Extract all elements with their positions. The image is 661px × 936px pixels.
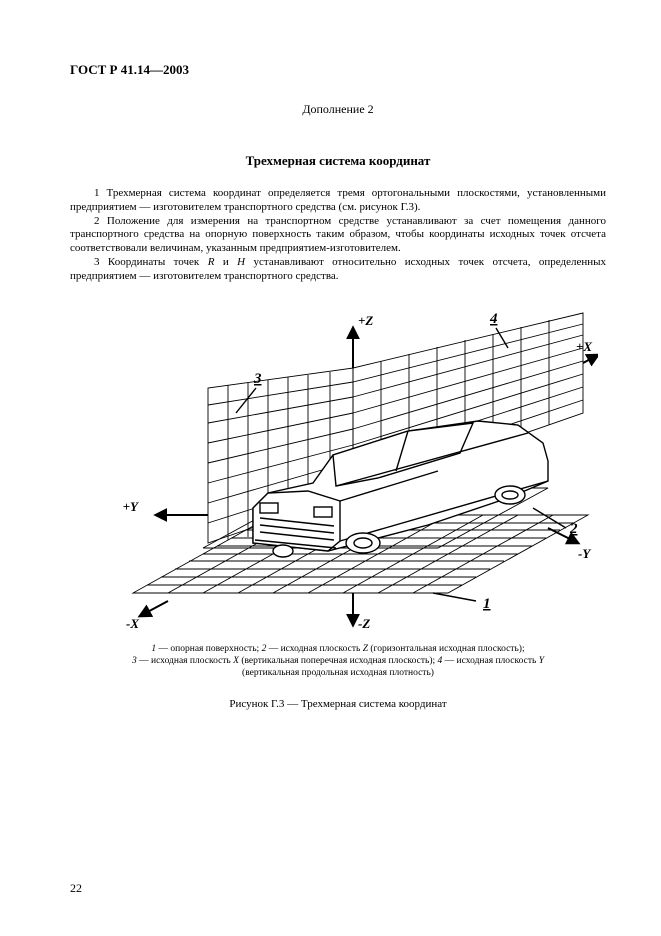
leg1d: — исходная плоскость	[266, 644, 362, 654]
supplement-heading: Дополнение 2	[70, 102, 606, 117]
axis-plus-x: +X	[576, 339, 592, 354]
axis-minus-y: -Y	[578, 546, 591, 561]
leg3: (вертикальная продольная исходная плотно…	[242, 668, 434, 678]
section-title: Трехмерная система координат	[70, 153, 606, 169]
callout-3: 3	[253, 371, 262, 387]
callout-4: 4	[489, 311, 498, 327]
figure-caption: Рисунок Г.3 — Трехмерная система координ…	[70, 698, 606, 710]
leg1f: (горизонтальная исходная плоскость);	[368, 644, 525, 654]
axis-minus-x: -X	[126, 616, 139, 631]
leg2b: — исходная плоскость	[137, 656, 233, 666]
p3-mid: и	[214, 256, 237, 268]
figure-legend: 1 — опорная поверхность; 2 — исходная пл…	[70, 644, 606, 680]
leg2g: Y	[539, 656, 544, 666]
p3-H: H	[237, 256, 245, 268]
callout-2: 2	[569, 521, 578, 537]
paragraph-2: 2 Положение для измерения на транспортно…	[70, 215, 606, 256]
axis-minus-z: -Z	[358, 616, 370, 631]
axis-plus-z: +Z	[358, 313, 373, 328]
paragraph-1: 1 Трехмерная система координат определяе…	[70, 187, 606, 215]
page-number: 22	[70, 881, 82, 896]
leg1b: — опорная поверхность;	[156, 644, 261, 654]
callout-1: 1	[483, 596, 491, 612]
axis-plus-y: +Y	[123, 499, 139, 514]
doc-code: ГОСТ Р 41.14—2003	[70, 62, 606, 78]
leg2f: — исходная плоскость	[442, 656, 538, 666]
leg2d: (вертикальная поперечная исходная плоско…	[239, 656, 438, 666]
coordinate-system-svg: +Z -Z +Y -Y +X -X 1 2 3 4	[78, 293, 598, 633]
paragraph-3: 3 Координаты точек R и H устанавливают о…	[70, 256, 606, 284]
p3-pre: 3 Координаты точек	[94, 256, 208, 268]
figure-coordinate-system: +Z -Z +Y -Y +X -X 1 2 3 4 1 — оп	[70, 293, 606, 710]
